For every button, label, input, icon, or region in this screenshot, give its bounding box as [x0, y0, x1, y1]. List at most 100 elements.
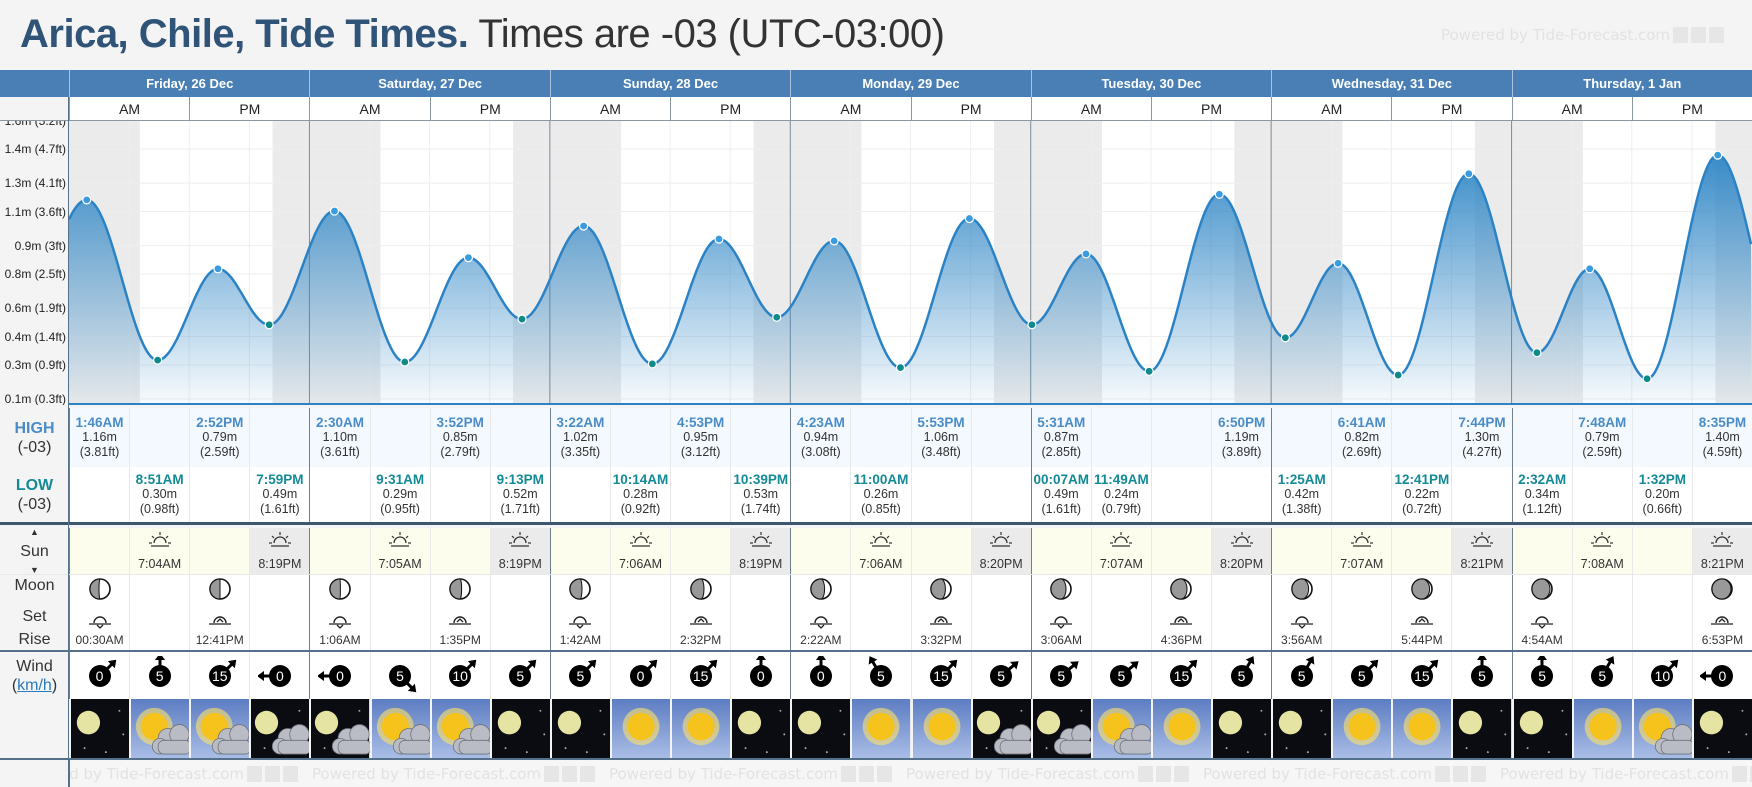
sunset-time: 8:19PM: [498, 556, 542, 571]
wind-cell: 5: [970, 652, 1031, 699]
low-tide-point: [1027, 320, 1037, 330]
moon-cell: [489, 575, 550, 650]
moon-cell: [1631, 575, 1692, 650]
wind-arrow-icon: 5: [1460, 655, 1504, 696]
moon-cell: 3:06AM: [1030, 575, 1091, 650]
moon-phase-icon: [1410, 577, 1434, 605]
wind-arrow-icon: 5: [498, 656, 542, 696]
moonrise-icon: [1168, 613, 1194, 633]
moon-cell: 5:44PM: [1391, 575, 1451, 650]
sunset-icon: [1470, 531, 1494, 553]
high-cell: [129, 408, 189, 467]
wind-cell: 5: [1571, 652, 1632, 699]
day-label: Saturday, 27 Dec: [309, 70, 549, 97]
moon-clear-weather-icon: [551, 699, 610, 758]
wind-speed: 0: [1718, 667, 1727, 684]
low-height-m: 0.52m: [502, 487, 538, 501]
wind-cell: 15: [1391, 652, 1451, 699]
wx-cell: [1271, 699, 1332, 758]
sunrise-time: 7:08AM: [1580, 556, 1624, 571]
powered-by-watermark: Powered by Tide-Forecast.com: [1203, 765, 1487, 783]
low-time: 11:49AM: [1093, 472, 1149, 487]
sun-cell: 7:07AM: [1331, 528, 1391, 574]
moonrise-time: 6:53PM: [1701, 633, 1744, 647]
wind-speed: 15: [1414, 667, 1430, 684]
high-time: 2:30AM: [315, 415, 364, 430]
sun-weather-icon: [1573, 699, 1632, 758]
low-height-m: 0.20m: [1644, 487, 1680, 501]
sun-cloud-weather-icon: [431, 699, 490, 758]
wind-cell: 10: [1631, 652, 1692, 699]
high-cell: 5:53PM 1.06m (3.48ft): [910, 408, 971, 467]
day-label: Sunday, 28 Dec: [549, 70, 790, 97]
wind-arrow-icon: 5: [138, 655, 182, 696]
sun-cell: [429, 528, 490, 574]
wind-cell: 5: [1090, 652, 1151, 699]
moonrise-icon: [1409, 613, 1435, 633]
moon-cell: 1:35PM: [429, 575, 490, 650]
sunset-icon: [1230, 531, 1254, 553]
low-tide-row: LOW (-03) 8:51AM 0.30m (0.98ft) 7:59PM 0.49m (1…: [0, 467, 1752, 525]
low-height-ft: (0.98ft): [139, 502, 180, 516]
high-cell: 6:50PM 1.19m (3.89ft): [1211, 408, 1271, 467]
high-time: 3:22AM: [556, 415, 605, 430]
moon-cloud-weather-icon: [972, 699, 1031, 758]
wind-speed: 5: [155, 667, 164, 684]
wx-cell: [850, 699, 911, 758]
sun-cell: [69, 528, 129, 574]
day-label: Friday, 26 Dec: [69, 70, 309, 97]
sunset-icon: [508, 531, 532, 553]
high-tide-point: [329, 206, 340, 216]
low-cell: [309, 467, 369, 522]
wind-unit-link[interactable]: km/h: [17, 676, 52, 694]
ampm-header: AM PM AM PM AM PM AM PM AM PM AM PM AM PM: [0, 97, 1752, 121]
sun-weather-icon: [1152, 699, 1212, 758]
y-tick-label: 0.4m (1.4ft): [4, 329, 66, 344]
high-height-ft: (3.35ft): [560, 445, 601, 459]
wind-arrow-icon: 10: [438, 656, 482, 696]
sunrise-time: 7:04AM: [138, 556, 182, 571]
high-tide-point: [1214, 189, 1224, 199]
high-cell: [489, 408, 550, 467]
low-time: 11:00AM: [853, 472, 909, 487]
ampm-label: AM: [1030, 97, 1151, 120]
high-label: HIGH (-03): [0, 408, 69, 467]
moonset-time: 4:54AM: [1521, 633, 1563, 647]
low-height-m: 0.49m: [1043, 487, 1079, 501]
wind-cell: 5: [129, 652, 189, 699]
wind-cell: 0: [309, 652, 369, 699]
high-time: 3:52PM: [436, 415, 484, 430]
wind-cell: 5: [850, 652, 910, 699]
moon-cell: 6:53PM: [1691, 575, 1752, 650]
high-cell: [1150, 408, 1211, 467]
wind-cell: 0: [790, 652, 850, 699]
sun-weather-icon: [852, 699, 911, 758]
moonrise-icon: [207, 613, 233, 633]
page-title: Arica, Chile, Tide Times. Times are -03 …: [20, 12, 945, 57]
ampm-label: AM: [549, 97, 670, 120]
low-cell: [1691, 467, 1752, 522]
wind-speed: 5: [396, 667, 404, 684]
wx-cell: [369, 699, 430, 758]
ampm-label: PM: [670, 97, 790, 120]
high-cell: 2:30AM 1.10m (3.61ft): [309, 408, 369, 467]
high-time: 7:44PM: [1458, 415, 1506, 430]
wind-cell: 0: [609, 652, 670, 699]
wx-cell: [1150, 699, 1212, 758]
high-cell: 7:44PM 1.30m (4.27ft): [1451, 408, 1511, 467]
wind-label: Wind (km/h): [0, 652, 69, 699]
sunrise-icon: [1350, 531, 1374, 553]
wx-cell: [129, 699, 190, 758]
tide-area: [69, 155, 1752, 405]
moon-phase-icon: [568, 577, 592, 605]
wind-arrow-icon: 15: [1400, 656, 1444, 696]
high-cell: 8:35PM 1.40m (4.59ft): [1691, 408, 1752, 467]
low-height-m: 0.53m: [743, 487, 779, 501]
y-tick-label: 1.3m (4.1ft): [4, 176, 66, 191]
wind-cell: 0: [1691, 652, 1752, 699]
high-height-ft: (4.27ft): [1462, 445, 1502, 459]
moon-phase-icon: [1530, 577, 1554, 605]
moon-cell: 4:36PM: [1150, 575, 1211, 650]
high-tide-point: [964, 213, 975, 224]
low-cell: [910, 467, 971, 522]
